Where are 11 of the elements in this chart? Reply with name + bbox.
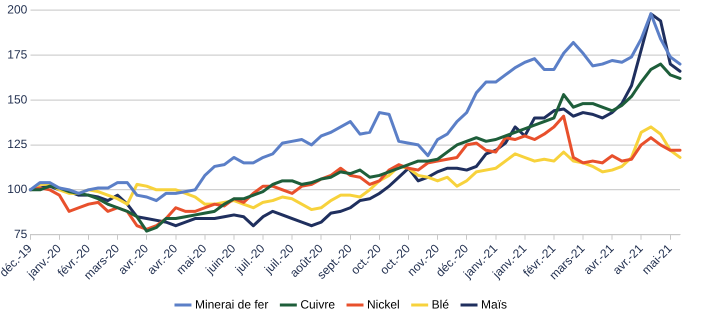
y-tick-label: 150 [7, 92, 28, 106]
legend-label: Nickel [367, 297, 400, 312]
y-tick-label: 175 [7, 47, 28, 62]
y-tick-label: 200 [7, 2, 28, 17]
legend-label: Maïs [481, 297, 508, 312]
y-tick-label: 125 [7, 137, 28, 152]
y-tick-label: 75 [14, 227, 28, 242]
y-tick-label: 100 [7, 182, 28, 196]
legend-label: Blé [432, 297, 450, 312]
legend-label: Cuivre [300, 297, 336, 312]
legend-label: Minerai de fer [194, 297, 268, 312]
